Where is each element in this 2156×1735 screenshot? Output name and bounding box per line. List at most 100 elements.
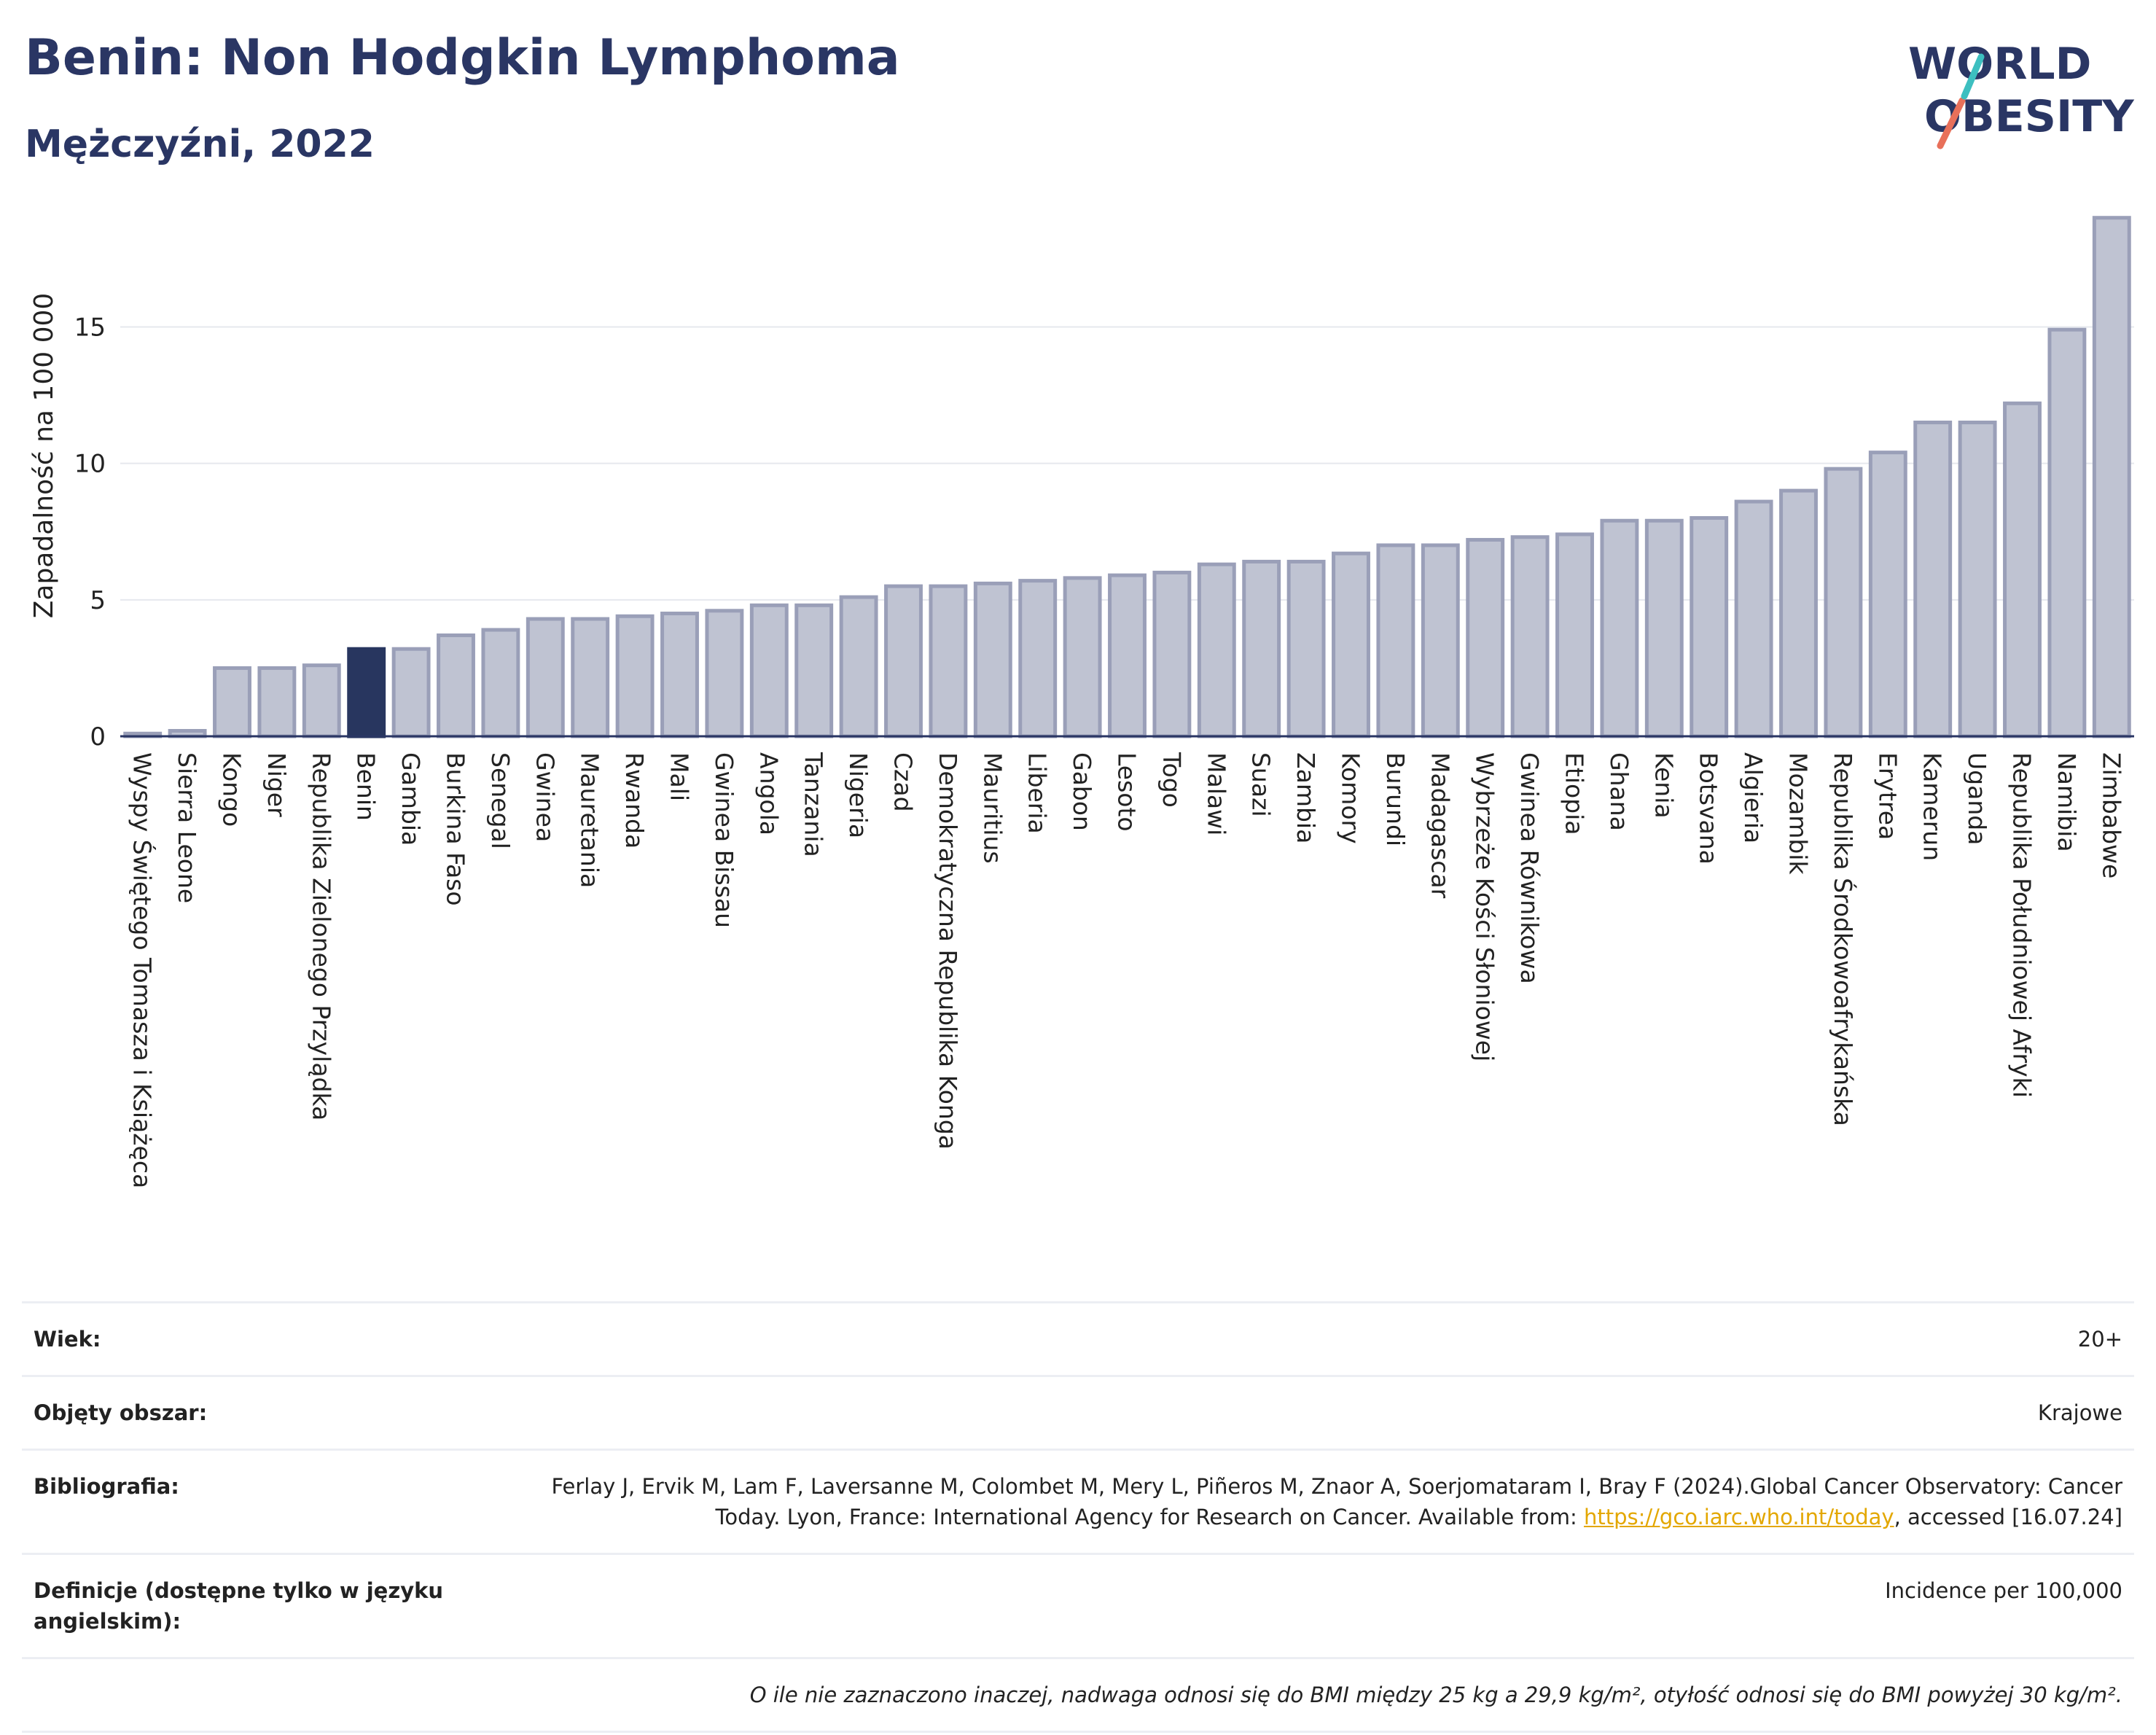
info-row-note: O ile nie zaznaczono inaczej, nadwaga od… [22,1657,2134,1733]
chart-bars [123,216,2131,738]
bar-ghana [1600,518,1639,738]
x-tick-label: Zimbabwe [2097,752,2125,878]
bar-gwinea-bissau [705,609,744,738]
bibliography-text-1: Ferlay J, Ervik M, Lam F, Laversanne M, … [551,1474,2122,1529]
info-row-coverage: Objęty obszar: Krajowe [22,1375,2134,1449]
bar-kamerun [1913,420,1953,738]
bar-botsvana [1690,516,1729,738]
x-tick-label: Kamerun [1918,752,1947,861]
y-tick-label: 5 [90,586,106,615]
x-tick-label: Wybrzeże Kości Słoniowej [1471,752,1499,1061]
bar-algieria [1734,499,1773,738]
bar-nigeria [839,595,878,738]
x-tick-label: Zambia [1292,752,1320,843]
x-tick-label: Etiopia [1561,752,1589,835]
x-tick-label: Tanzania [800,752,828,857]
x-tick-label: Mali [665,752,694,801]
x-tick-label: Republika Południowej Afryki [2008,752,2036,1098]
x-tick-label: Malawi [1202,752,1230,835]
bar-tanzania [794,603,834,738]
x-tick-label: Kenia [1649,752,1678,819]
x-tick-label: Gwinea Bissau [710,752,738,928]
age-value: 20+ [2077,1327,2122,1352]
x-tick-label: Demokratyczna Republika Konga [934,752,962,1150]
x-tick-label: Sierra Leone [173,752,201,903]
bar-niger [257,666,297,738]
bar-komory [1332,551,1370,738]
bar-rwanda [615,614,655,738]
bar-senegal [481,628,520,738]
y-tick-label: 10 [74,450,106,479]
bibliography-label: Bibliografia: [34,1474,179,1499]
x-tick-label: Togo [1157,752,1186,808]
x-tick-label: Gabon [1068,752,1096,831]
x-tick-label: Gwinea Równikowa [1515,752,1544,984]
bar-republika-zielonego-przylądka [302,663,341,738]
bar-zimbabwe [2092,216,2131,738]
x-tick-label: Botsvana [1695,752,1723,865]
x-tick-label: Komory [1337,752,1365,844]
bar-burkina-faso [437,633,475,738]
bar-lesoto [1108,573,1147,738]
x-tick-label: Kongo [218,752,246,827]
world-obesity-logo: WORLD OBESITY [1908,39,2135,149]
x-tick-label: Algieria [1739,752,1768,843]
x-tick-label: Ghana [1605,752,1633,831]
y-axis-label: Zapadalność na 100 000 [29,293,59,619]
x-tick-label: Mozambik [1784,752,1813,875]
y-tick-label: 0 [90,722,106,752]
bar-gabon [1063,576,1102,738]
coverage-value: Krajowe [2037,1400,2122,1425]
bibliography-text-2: , accessed [16.07.24] [1894,1505,2122,1529]
x-axis-labels: Wyspy Świętego Tomasza i Książęca Sierra … [128,752,2126,1188]
bar-chart: 0 5 10 15 Wyspy Świętego Tomasza i Książęca… [29,216,2134,1188]
x-tick-label: Republika Zielonego Przylądka [307,752,335,1120]
chart-subtitle: Mężczyźni, 2022 [25,122,375,166]
bar-angola [749,603,789,738]
x-tick-label: Gwinea [531,752,559,842]
bar-demokratyczna-republika-konga [929,584,968,738]
bar-malawi [1197,562,1236,738]
bar-republika-środkowoafrykańska [1824,467,1863,738]
bar-zambia [1286,559,1326,738]
info-row-bibliography: Bibliografia: Ferlay J, Ervik M, Lam F, … [22,1449,2134,1553]
bar-madagascar [1421,543,1460,738]
bar-mauritius [973,581,1012,738]
bar-gwinea-równikowa [1510,535,1550,738]
bar-suazi [1242,559,1281,738]
x-tick-label: Gambia [397,752,425,846]
bar-namibia [2047,327,2087,738]
x-tick-label: Nigeria [844,752,872,838]
bar-wybrzeże-kości-słoniowej [1466,537,1505,738]
bibliography-link[interactable]: https://gco.iarc.who.int/today [1583,1505,1894,1529]
y-tick-label: 15 [74,313,106,342]
x-tick-label: Wyspy Świętego Tomasza i Książęca [128,752,157,1188]
bar-liberia [1018,579,1058,738]
coverage-label: Objęty obszar: [34,1400,208,1425]
bar-benin [347,647,386,738]
info-row-definitions: Definicje (dostępne tylko w języku angie… [22,1553,2134,1657]
y-axis-ticks: 0 5 10 15 [74,313,106,752]
bar-mauretania [571,617,610,738]
bar-mozambik [1779,488,1818,738]
x-tick-label: Mauritius [978,752,1007,864]
bar-kongo [213,666,251,738]
age-label: Wiek: [34,1327,101,1352]
x-tick-label: Rwanda [620,752,649,849]
info-row-age: Wiek: 20+ [22,1301,2134,1375]
definitions-value: Incidence per 100,000 [1885,1578,2122,1603]
x-tick-label: Namibia [2053,752,2081,852]
x-tick-label: Benin [352,752,380,821]
bar-mali [660,612,699,738]
x-tick-label: Burkina Faso [442,752,470,906]
x-tick-label: Republika Środkowoafrykańska [1829,752,1858,1126]
bar-togo [1152,570,1192,738]
x-tick-label: Liberia [1023,752,1052,834]
chart-title: Benin: Non Hodgkin Lymphoma [25,29,900,87]
x-tick-label: Niger [262,752,291,817]
x-tick-label: Burundi [1381,752,1410,846]
x-tick-label: Czad [889,752,918,812]
bmi-note: O ile nie zaznaczono inaczej, nadwaga od… [749,1683,2122,1707]
logo-line-1: WORLD [1908,39,2091,90]
bar-etiopia [1555,532,1594,738]
